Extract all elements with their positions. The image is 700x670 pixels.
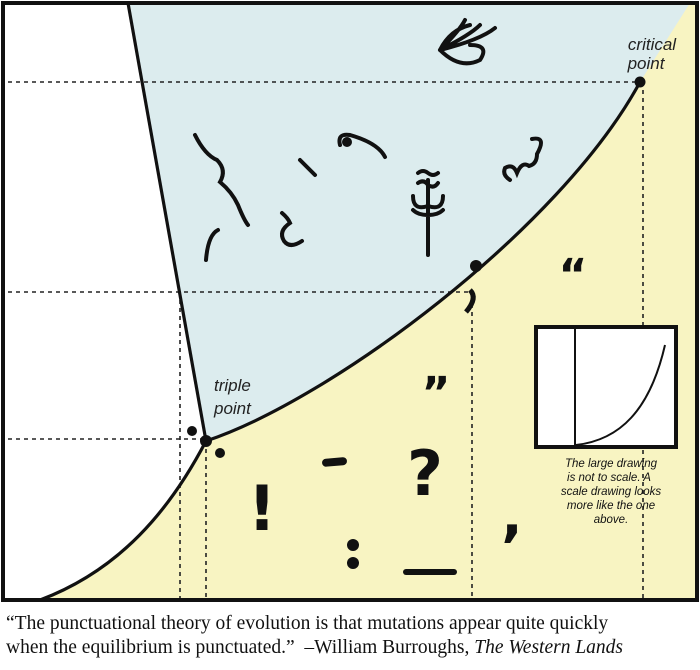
critical-point-label: critical (628, 35, 677, 54)
caption-line-2: when the equilibrium is punctuated.” –Wi… (6, 636, 700, 660)
inset-note: more like the one (567, 500, 655, 512)
upper-region (128, 3, 690, 441)
wavy-line-icon (193, 133, 250, 227)
boundary-upper (205, 81, 642, 443)
fountain-icon (411, 169, 445, 257)
inset-frame (534, 325, 678, 449)
underscore-symbol (403, 569, 457, 575)
phase-boundaries (39, 2, 642, 602)
eyelash-icon (438, 18, 497, 66)
comma-symbol: , (501, 484, 522, 549)
exclamation-symbol: ! (248, 472, 276, 545)
rotated-question-icon (337, 132, 387, 159)
inset-note: above. (594, 514, 629, 526)
phase-diagram: critical point triple point ! ? , ” “ Th… (1, 1, 699, 602)
dot-symbol (215, 448, 225, 458)
close-quote-symbol: ” (422, 368, 451, 419)
triple-point-marker (200, 435, 212, 447)
colon-symbol (347, 539, 359, 551)
inset-boundary-curve (575, 344, 666, 446)
critical-point-label: point (627, 54, 666, 73)
dot-symbol (470, 260, 482, 272)
comma-symbol (464, 288, 476, 314)
inset-note: scale drawing looks (561, 486, 662, 498)
boundary-left (126, 2, 208, 442)
hook-icon (280, 211, 304, 247)
critical-point-marker (634, 76, 646, 88)
diagram-frame (1, 1, 699, 602)
dot-symbol (342, 137, 352, 147)
upper-squiggles (193, 18, 543, 262)
inset-note: is not to scale. A (567, 472, 651, 484)
loop-icon (502, 136, 543, 182)
caption-line-1: “The punctuational theory of evolution i… (6, 613, 609, 634)
grave-icon (298, 158, 317, 177)
question-symbol: ? (407, 437, 443, 510)
boundary-lower (39, 440, 208, 602)
dash-symbol (322, 457, 347, 467)
colon-symbol (347, 557, 359, 569)
caption-source-title: The Western Lands (474, 637, 624, 658)
scale-inset: The large drawing is not to scale. A sca… (534, 325, 678, 526)
caption-quote-end: when the equilibrium is punctuated.” –Wi… (6, 637, 475, 658)
dot-symbol (187, 426, 197, 436)
caption: “The punctuational theory of evolution i… (6, 612, 700, 660)
inset-note: The large drawing (565, 458, 658, 470)
left-region (3, 3, 206, 600)
curve-icon (204, 228, 220, 262)
open-quote-symbol: “ (559, 250, 588, 301)
triple-point-label: point (213, 399, 252, 418)
triple-point-label: triple (214, 376, 251, 395)
